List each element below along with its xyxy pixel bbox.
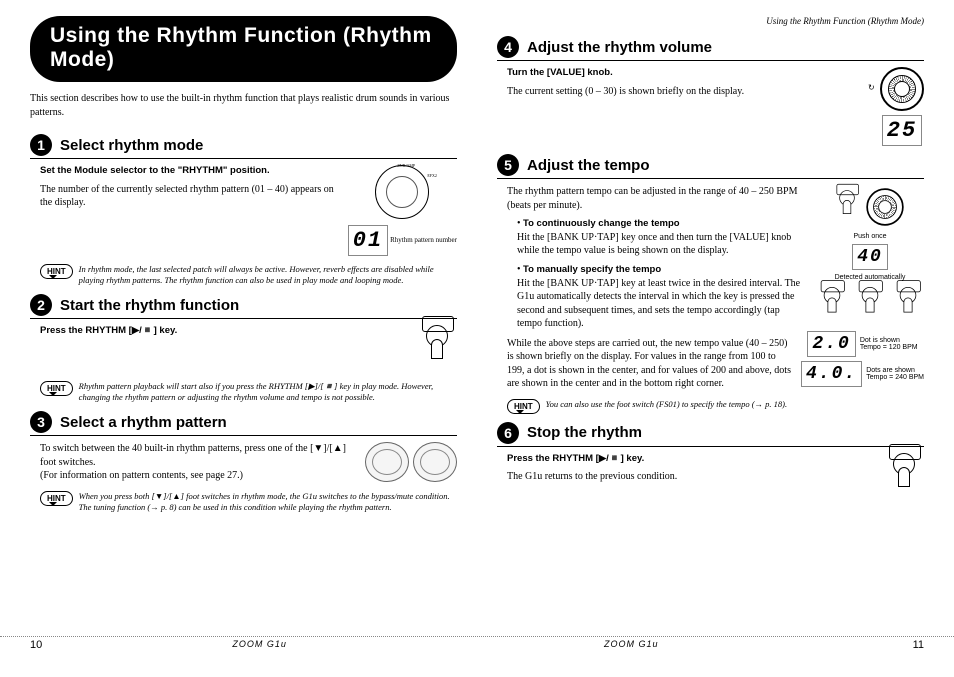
step2-diagram	[417, 325, 457, 373]
display-120-label: Dot is shown Tempo = 120 BPM	[860, 337, 918, 351]
module-selector-icon	[375, 165, 429, 219]
bullet2-text: Hit the [BANK UP·TAP] key at least twice…	[517, 278, 800, 330]
step4-instruct: Turn the [VALUE] knob.	[507, 67, 870, 80]
display-40: 40	[852, 244, 888, 270]
step3-diagram	[365, 442, 457, 483]
step1-instruct: Set the Module selector to the "RHYTHM" …	[40, 165, 338, 178]
step5-hint: HINT You can also use the foot switch (F…	[497, 399, 924, 414]
bullet1-text: Hit the [BANK UP·TAP] key once and then …	[517, 232, 791, 257]
step3-header: 3 Select a rhythm pattern	[30, 411, 457, 436]
footswitch-down-icon	[365, 442, 409, 482]
step5-bullet1: • To continuously change the tempo Hit t…	[517, 217, 806, 258]
step4-header: 4 Adjust the rhythm volume	[497, 36, 924, 61]
bullet1-title: To continuously change the tempo	[523, 218, 680, 229]
step5-header: 5 Adjust the tempo	[497, 154, 924, 179]
page-number-left: 10	[30, 639, 42, 651]
display-240-label: Dots are shown Tempo = 240 BPM	[866, 367, 924, 381]
step3-title: Select a rhythm pattern	[60, 414, 227, 431]
step2-title: Start the rhythm function	[60, 297, 239, 314]
step3-body: To switch between the 40 built-in rhythm…	[30, 442, 457, 483]
step-number-5: 5	[497, 154, 519, 176]
step1-header: 1 Select rhythm mode	[30, 134, 457, 159]
multi-tap-icon	[816, 285, 924, 325]
rhythm-key-press-icon	[884, 453, 924, 501]
footswitch-up-icon	[413, 442, 457, 482]
page-left: Using the Rhythm Function (Rhythm Mode) …	[30, 16, 457, 626]
step5-title: Adjust the tempo	[527, 157, 650, 174]
step2-instruct: Press the RHYTHM [▶/◾] key.	[40, 325, 407, 338]
step1-diagram: ZNR/AMP EFX2 01 Rhythm pattern number	[348, 165, 457, 256]
hint-icon: HINT	[507, 399, 540, 414]
page-title: Using the Rhythm Function (Rhythm Mode)	[30, 16, 457, 82]
step-number-4: 4	[497, 36, 519, 58]
step2-header: 2 Start the rhythm function	[30, 294, 457, 319]
step6-title: Stop the rhythm	[527, 424, 642, 441]
step5-diagram-bottom: 2.0 Dot is shown Tempo = 120 BPM 4.0. Do…	[801, 331, 924, 391]
step3-text: To switch between the 40 built-in rhythm…	[40, 442, 355, 483]
step6-body: Press the RHYTHM [▶/◾] key. The G1u retu…	[497, 453, 924, 501]
step4-title: Adjust the rhythm volume	[527, 39, 712, 56]
hint-icon: HINT	[40, 264, 73, 279]
step5-body: The rhythm pattern tempo can be adjusted…	[497, 185, 924, 331]
step4-diagram: ↻ 25	[880, 67, 924, 146]
display-25: 25	[882, 115, 922, 146]
step-number-1: 1	[30, 134, 52, 156]
step4-text: The current setting (0 – 30) is shown br…	[507, 85, 870, 99]
rotate-arrow-icon: ↻	[868, 83, 875, 92]
step1-body: Set the Module selector to the "RHYTHM" …	[30, 165, 457, 256]
step6-text: The G1u returns to the previous conditio…	[507, 470, 874, 484]
step1-hint-text: In rhythm mode, the last selected patch …	[79, 264, 457, 286]
step1-title: Select rhythm mode	[60, 137, 203, 154]
step3-hint-text: When you press both [▼]/[▲] foot switche…	[79, 491, 457, 513]
page-number-right: 11	[913, 639, 924, 651]
rhythm-key-press-icon	[417, 325, 457, 373]
footer: 10 ZOOM G1u ZOOM G1u 11	[0, 636, 954, 651]
value-knob-icon	[866, 188, 903, 225]
display-label: Rhythm pattern number	[390, 237, 457, 244]
step5-body2: While the above steps are carried out, t…	[507, 337, 791, 391]
step5-intro: The rhythm pattern tempo can be adjusted…	[507, 185, 806, 212]
step-number-2: 2	[30, 294, 52, 316]
page-right: Using the Rhythm Function (Rhythm Mode) …	[497, 16, 924, 626]
step4-body: Turn the [VALUE] knob. The current setti…	[497, 67, 924, 146]
value-knob-icon	[880, 67, 924, 111]
footer-model-left: ZOOM G1u	[232, 639, 287, 651]
footer-model-right: ZOOM G1u	[604, 639, 659, 651]
step1-text: The number of the currently selected rhy…	[40, 183, 338, 210]
step5-bullet2: • To manually specify the tempo Hit the …	[517, 263, 806, 331]
push-once-label: Push once	[853, 233, 886, 240]
step5-hint-text: You can also use the foot switch (FS01) …	[546, 399, 787, 410]
display-240: 4.0.	[801, 361, 862, 387]
step2-hint: HINT Rhythm pattern playback will start …	[30, 381, 457, 403]
step6-diagram	[884, 453, 924, 501]
display-120: 2.0	[807, 331, 855, 357]
intro-text: This section describes how to use the bu…	[30, 92, 457, 120]
step2-hint-text: Rhythm pattern playback will start also …	[79, 381, 457, 403]
step2-body: Press the RHYTHM [▶/◾] key.	[30, 325, 457, 373]
step6-header: 6 Stop the rhythm	[497, 422, 924, 447]
manual-spread: Using the Rhythm Function (Rhythm Mode) …	[0, 0, 954, 636]
running-head: Using the Rhythm Function (Rhythm Mode)	[497, 16, 924, 26]
hint-icon: HINT	[40, 381, 73, 396]
step3-hint: HINT When you press both [▼]/[▲] foot sw…	[30, 491, 457, 513]
bullet2-title: To manually specify the tempo	[523, 264, 661, 275]
step-number-6: 6	[497, 422, 519, 444]
tap-key-icon	[833, 190, 861, 224]
step5-diagram-top: Push once 40 Detected automatically	[816, 185, 924, 331]
step6-instruct: Press the RHYTHM [▶/◾] key.	[507, 453, 874, 466]
display-01: 01	[348, 225, 388, 256]
step-number-3: 3	[30, 411, 52, 433]
step1-hint: HINT In rhythm mode, the last selected p…	[30, 264, 457, 286]
hint-icon: HINT	[40, 491, 73, 506]
